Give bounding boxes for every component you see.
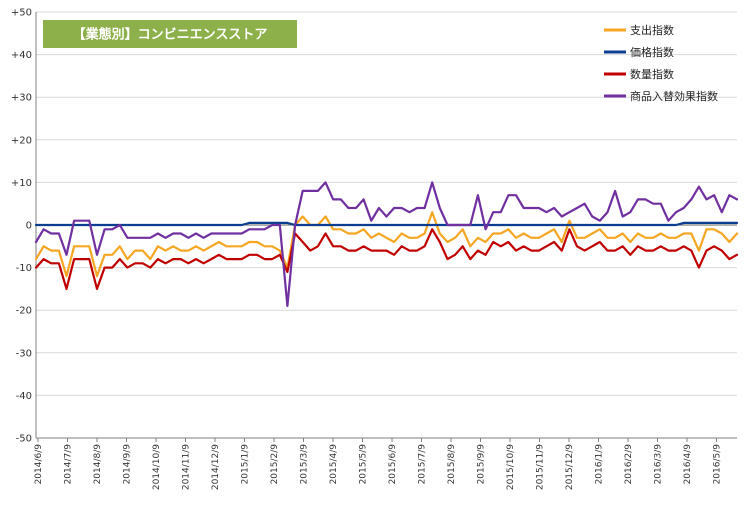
- x-tick-label: 2014/8/9: [93, 444, 103, 485]
- y-tick-label: +10: [11, 178, 32, 189]
- x-tick-label: 2015/7/9: [418, 444, 428, 485]
- y-tick-label: -10: [16, 263, 32, 274]
- x-tick-label: 2016/5/9: [713, 444, 723, 485]
- x-tick-label: 2015/2/9: [270, 444, 280, 485]
- x-tick-label: 2014/9/9: [123, 444, 133, 485]
- chart-title: 【業態別】コンビニエンスストア: [73, 27, 268, 43]
- x-tick-label: 2015/6/9: [388, 444, 398, 485]
- x-tick-label: 2014/11/9: [182, 444, 192, 490]
- y-tick-label: -40: [16, 391, 32, 402]
- x-tick-label: 2016/3/9: [654, 444, 664, 485]
- x-tick-label: 2016/2/9: [624, 444, 634, 485]
- y-tick-label: +20: [11, 135, 32, 146]
- chart-title-background: [43, 20, 297, 48]
- x-tick-label: 2014/7/9: [64, 444, 74, 485]
- x-tick-label: 2014/10/9: [152, 444, 162, 490]
- x-tick-label: 2015/10/9: [506, 444, 516, 490]
- x-tick-label: 2014/12/9: [211, 444, 221, 490]
- series-layer: [34, 181, 739, 307]
- x-tick-label: 2015/1/9: [241, 444, 251, 485]
- y-tick-label: +30: [11, 93, 32, 104]
- x-tick-label: 2015/12/9: [565, 444, 575, 490]
- series-line: [34, 181, 739, 307]
- legend-label: 数量指数: [630, 67, 674, 81]
- y-tick-label: -30: [16, 348, 32, 359]
- series-line: [34, 228, 739, 290]
- chart-title-box: 【業態別】コンビニエンスストア: [43, 20, 297, 48]
- x-tick-label: 2014/6/9: [34, 444, 44, 485]
- x-tick-label: 2015/11/9: [536, 444, 546, 490]
- x-tick-label: 2015/4/9: [329, 444, 339, 485]
- x-tick-label: 2015/9/9: [477, 444, 487, 485]
- y-tick-label: 0: [26, 221, 32, 232]
- x-tick-label: 2015/8/9: [447, 444, 457, 485]
- x-tick-label: 2016/4/9: [683, 444, 693, 485]
- x-tick-label: 2016/1/9: [595, 444, 605, 485]
- x-tick-label: 2015/5/9: [359, 444, 369, 485]
- legend-label: 価格指数: [630, 45, 674, 59]
- y-tick-label: +40: [11, 50, 32, 61]
- legend-label: 支出指数: [630, 23, 674, 37]
- y-tick-label: -20: [16, 306, 32, 317]
- series-line: [34, 221, 739, 227]
- legend-label: 商品入替効果指数: [630, 89, 718, 103]
- x-tick-label: 2015/3/9: [300, 444, 310, 485]
- y-tick-label: +50: [11, 8, 32, 19]
- series-line: [34, 211, 739, 278]
- y-tick-label: -50: [16, 434, 32, 445]
